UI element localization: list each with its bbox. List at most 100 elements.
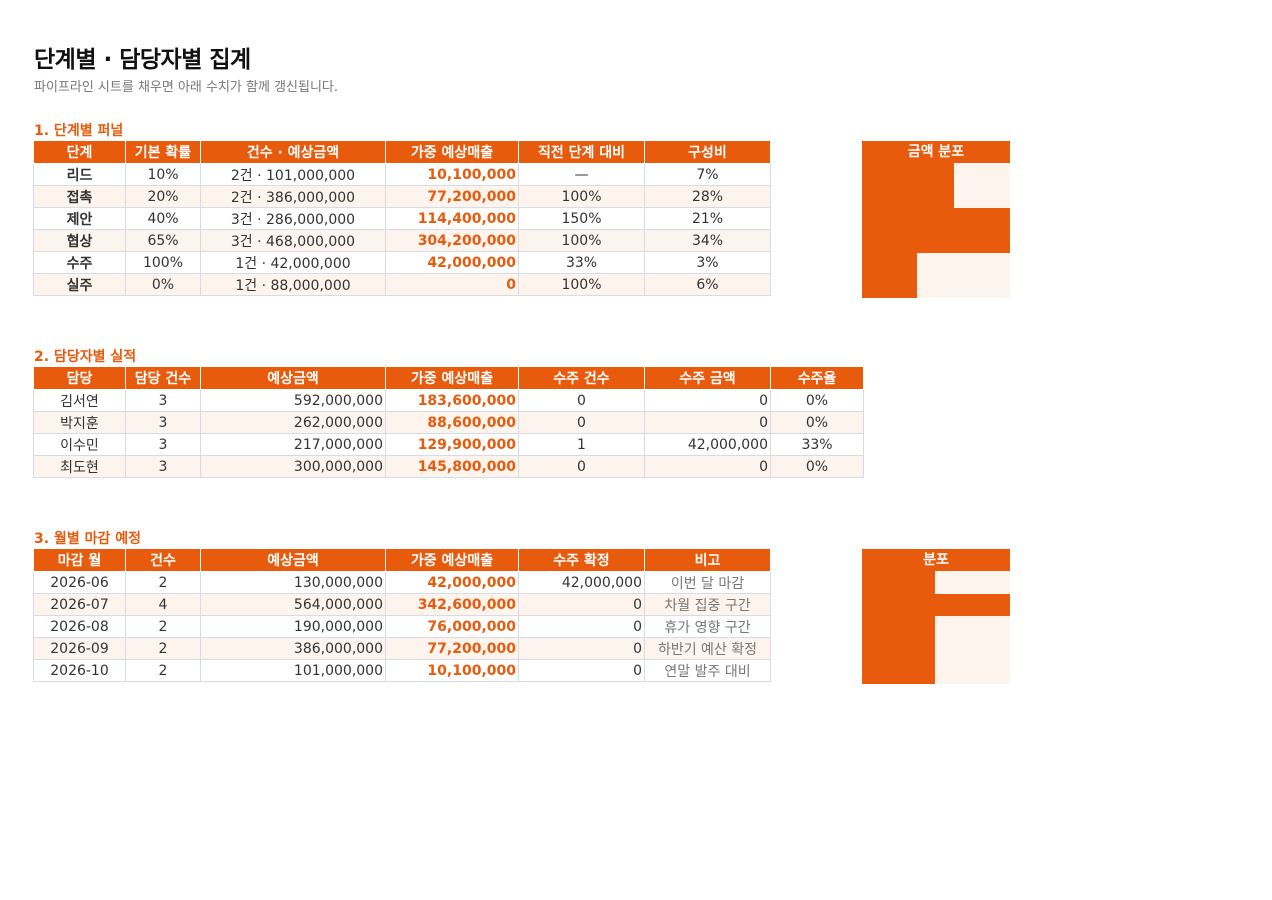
table-cell: 21%	[644, 207, 771, 230]
table-cell: 협상	[33, 229, 126, 252]
table-cell: 40%	[125, 207, 201, 230]
table-row: 리드 10% 2건 · 101,000,000 10,100,000—7%	[33, 163, 771, 186]
table-cell: 접촉	[33, 185, 126, 208]
owners-col-header: 가중 예상매출	[385, 367, 519, 390]
monthly-distribution: 분포	[862, 549, 1010, 684]
table-cell: 114,400,000	[385, 207, 519, 230]
table-cell: 42,000,000	[518, 571, 645, 594]
funnel-table: 단계 기본 확률 건수 · 예상금액 가중 예상매출 직전 단계 대비 구성비 리드 10%…	[33, 141, 771, 296]
table-cell: 4	[125, 593, 201, 616]
table-cell: 76,000,000	[385, 615, 519, 638]
table-cell: 150%	[518, 207, 645, 230]
table-cell: 28%	[644, 185, 771, 208]
table-cell: 2	[125, 659, 201, 682]
table-cell: 2건 · 101,000,000	[200, 163, 386, 186]
table-cell: 0	[518, 637, 645, 660]
page-subtitle: 파이프라인 시트를 채우면 아래 수치가 함께 갱신됩니다.	[34, 80, 339, 95]
monthly-col-header: 수주 확정	[518, 549, 645, 572]
table-cell: 2	[125, 637, 201, 660]
table-row: 제안 40% 3건 · 286,000,000 114,400,000 150% 21%	[33, 207, 771, 230]
table-cell: 0	[518, 659, 645, 682]
funnel-amount-distribution: 금액 분포	[862, 141, 1010, 298]
table-cell: 101,000,000	[200, 659, 386, 682]
table-cell: 0	[518, 593, 645, 616]
monthly-col-header: 예상금액	[200, 549, 386, 572]
owners-col-header: 수주 금액	[644, 367, 771, 390]
distribution-row	[862, 661, 1010, 684]
section-owners-title: 2. 담당자별 실적	[34, 349, 137, 365]
table-row: 이수민 3 217,000,000 129,900,000 1 42,000,000 33%	[33, 433, 864, 456]
table-cell: 실주	[33, 273, 126, 296]
monthly-col-header: 비고	[644, 549, 771, 572]
table-row: 2026-06 2 130,000,000 42,000,000 42,000,000 이…	[33, 571, 771, 594]
table-cell: 0	[518, 389, 645, 412]
owners-table: 담당 담당 건수 예상금액 가중 예상매출 수주 건수 수주 금액 수주율 김서연 3 592,…	[33, 367, 864, 478]
owners-header-row: 담당 담당 건수 예상금액 가중 예상매출 수주 건수 수주 금액 수주율	[33, 367, 864, 390]
monthly-col-header: 건수	[125, 549, 201, 572]
table-cell: 0	[644, 411, 771, 434]
table-cell: 휴가 영향 구간	[644, 615, 771, 638]
table-cell: 88,600,000	[385, 411, 519, 434]
table-cell: 3	[125, 389, 201, 412]
table-cell: 100%	[518, 273, 645, 296]
table-cell: 2026-09	[33, 637, 126, 660]
table-cell: 하반기 예산 확정	[644, 637, 771, 660]
table-cell: 262,000,000	[200, 411, 386, 434]
table-cell: 연말 발주 대비	[644, 659, 771, 682]
table-cell: 0	[518, 615, 645, 638]
table-cell: 10%	[125, 163, 201, 186]
table-cell: 0	[518, 455, 645, 478]
owners-col-header: 예상금액	[200, 367, 386, 390]
distribution-bar	[862, 253, 917, 276]
table-cell: 33%	[518, 251, 645, 274]
table-cell: 217,000,000	[200, 433, 386, 456]
table-cell: 0%	[125, 273, 201, 296]
table-cell: 386,000,000	[200, 637, 386, 660]
distribution-row	[862, 571, 1010, 594]
table-cell: 34%	[644, 229, 771, 252]
table-cell: 100%	[518, 185, 645, 208]
distribution-bar	[862, 185, 954, 208]
table-cell: 2026-10	[33, 659, 126, 682]
table-row: 2026-07 4 564,000,000 342,600,000 0 차월 집중 구간	[33, 593, 771, 616]
funnel-col-header: 단계	[33, 141, 126, 164]
distribution-row	[862, 593, 1010, 616]
table-row: 2026-08 2 190,000,000 76,000,000 0 휴가 영향 구간	[33, 615, 771, 638]
table-cell: 0%	[770, 389, 864, 412]
table-cell: 100%	[125, 251, 201, 274]
table-cell: 342,600,000	[385, 593, 519, 616]
table-cell: 592,000,000	[200, 389, 386, 412]
table-cell: 제안	[33, 207, 126, 230]
table-cell: 42,000,000	[385, 251, 519, 274]
table-cell: 20%	[125, 185, 201, 208]
table-cell: 129,900,000	[385, 433, 519, 456]
table-cell: 6%	[644, 273, 771, 296]
table-cell: 2	[125, 615, 201, 638]
owners-col-header: 수주 건수	[518, 367, 645, 390]
distribution-row	[862, 208, 1010, 231]
table-cell: 0	[644, 455, 771, 478]
distribution-row	[862, 185, 1010, 208]
table-row: 수주 100% 1건 · 42,000,000 42,000,000 33% 3%	[33, 251, 771, 274]
distribution-row	[862, 230, 1010, 253]
table-cell: 2026-06	[33, 571, 126, 594]
table-cell: 2026-07	[33, 593, 126, 616]
funnel-header-row: 단계 기본 확률 건수 · 예상금액 가중 예상매출 직전 단계 대비 구성비	[33, 141, 771, 164]
table-row: 협상 65% 3건 · 468,000,000 304,200,000 100% 34%	[33, 229, 771, 252]
monthly-header-row: 마감 월 건수 예상금액 가중 예상매출 수주 확정 비고	[33, 549, 771, 572]
table-cell: 0	[385, 273, 519, 296]
table-cell: 300,000,000	[200, 455, 386, 478]
funnel-col-header: 직전 단계 대비	[518, 141, 645, 164]
distribution-bar	[862, 638, 935, 661]
table-cell: 0%	[770, 455, 864, 478]
table-cell: 1건 · 88,000,000	[200, 273, 386, 296]
table-row: 박지훈 3 262,000,000 88,600,000 0 0 0%	[33, 411, 864, 434]
owners-col-header: 담당	[33, 367, 126, 390]
section-monthly-title: 3. 월별 마감 예정	[34, 531, 141, 547]
table-cell: 3건 · 468,000,000	[200, 229, 386, 252]
owners-col-header: 수주율	[770, 367, 864, 390]
table-cell: 130,000,000	[200, 571, 386, 594]
table-cell: 이번 달 마감	[644, 571, 771, 594]
table-cell: 0%	[770, 411, 864, 434]
table-row: 접촉 20% 2건 · 386,000,000 77,200,000 100% 28%	[33, 185, 771, 208]
